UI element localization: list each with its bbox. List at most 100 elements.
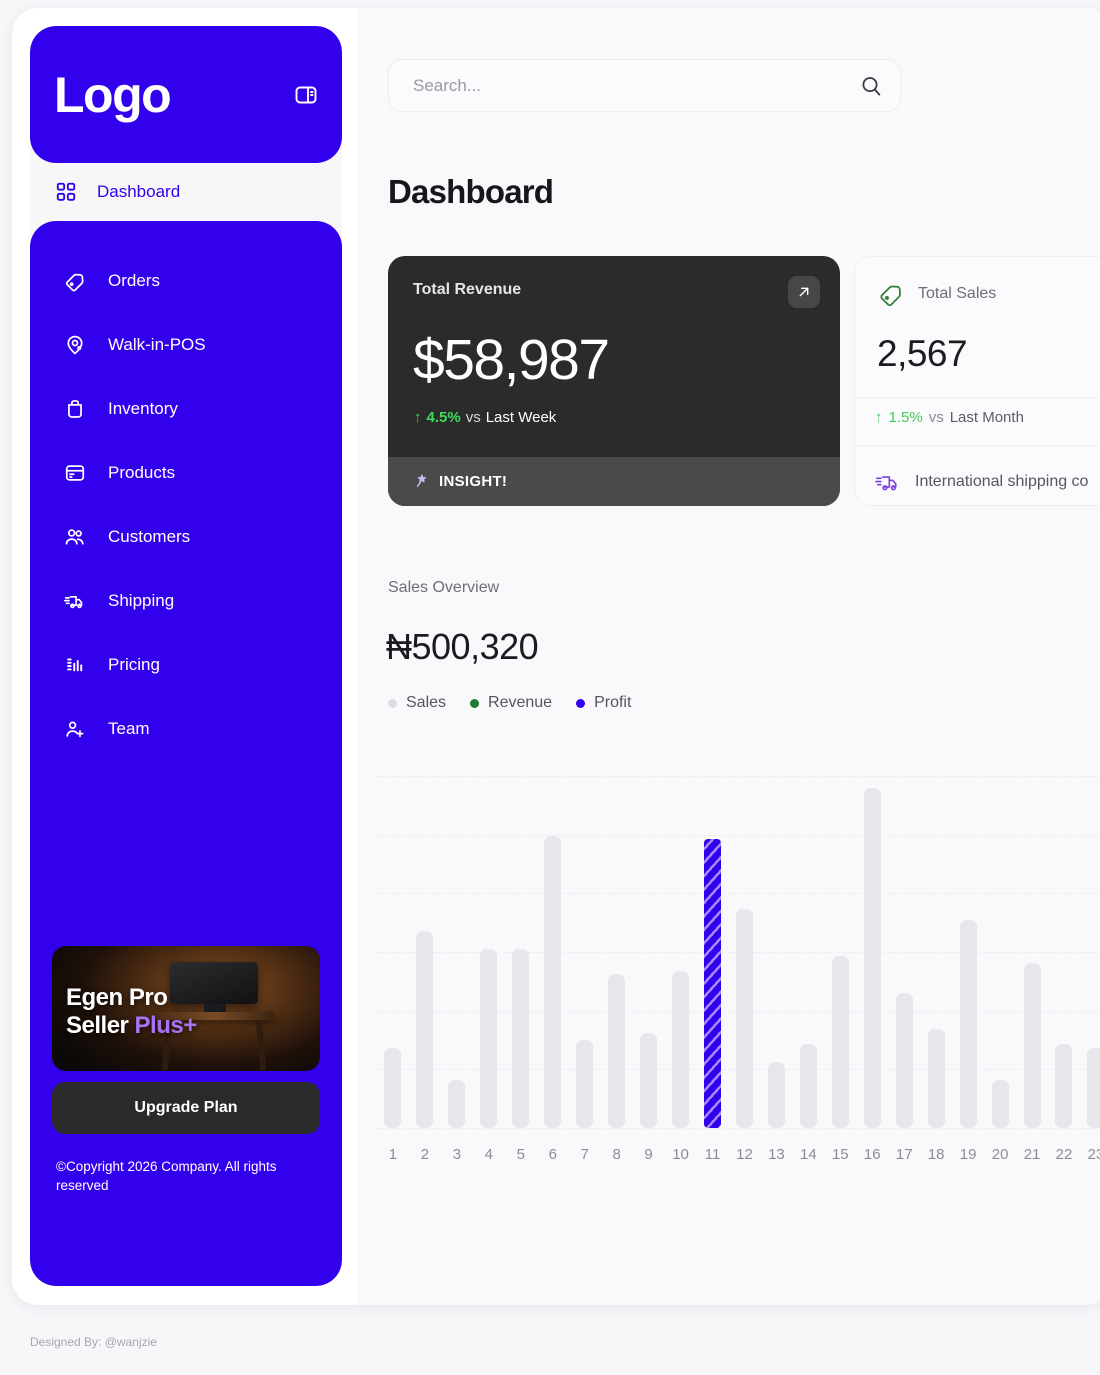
- sidebar-item-label: Dashboard: [97, 182, 181, 201]
- legend-dot: [576, 698, 586, 708]
- delta-period: Last Month: [949, 409, 1024, 426]
- search-input[interactable]: [388, 59, 901, 112]
- chart-bar[interactable]: [1055, 1043, 1073, 1128]
- chart-bar[interactable]: [1087, 1047, 1100, 1128]
- chart-bar[interactable]: [672, 970, 690, 1128]
- logo-text: Logo: [54, 66, 172, 123]
- chart-bar[interactable]: [767, 1062, 785, 1128]
- chart-bar[interactable]: [735, 908, 753, 1128]
- arrow-up-right-icon[interactable]: [788, 276, 820, 308]
- upgrade-plan-button[interactable]: Upgrade Plan: [52, 1082, 320, 1134]
- sidebar-item-orders[interactable]: Orders: [30, 249, 342, 313]
- legend-dot: [470, 698, 480, 708]
- chart-bar[interactable]: [799, 1043, 817, 1128]
- sidebar-item-pricing[interactable]: Pricing: [30, 633, 342, 697]
- sidebar-item-products[interactable]: Products: [30, 441, 342, 505]
- gridline: [377, 776, 1100, 777]
- promo-card[interactable]: Egen Pro Seller Plus+: [52, 946, 320, 1071]
- sidebar-item-inventory[interactable]: Inventory: [30, 377, 342, 441]
- chart-bar-slot[interactable]: [537, 776, 569, 1128]
- legend-dot: [388, 698, 397, 708]
- chart-bar-slot[interactable]: [984, 776, 1016, 1128]
- chart-bar-slot[interactable]: [1048, 776, 1080, 1128]
- chart-bar-slot[interactable]: [601, 776, 633, 1128]
- x-axis-tick: 13: [768, 1146, 785, 1163]
- chart-bar-slot[interactable]: [792, 776, 824, 1128]
- promo-title: Egen Pro Seller Plus+: [66, 984, 197, 1041]
- chart-bar[interactable]: [991, 1080, 1009, 1128]
- gridline: [377, 893, 1100, 895]
- delta-arrow: ↑: [414, 409, 422, 426]
- promo-title-line2: Seller: [66, 1012, 135, 1040]
- sidebar-item-shipping[interactable]: Shipping: [30, 569, 342, 633]
- chart-bar[interactable]: [640, 1032, 658, 1128]
- legend-item[interactable]: Sales: [388, 694, 446, 712]
- legend-item[interactable]: Profit: [576, 694, 631, 712]
- chart-bar-slot[interactable]: [760, 776, 792, 1128]
- chart-bar-slot[interactable]: [1016, 776, 1048, 1128]
- chart-bar[interactable]: [512, 948, 530, 1128]
- package-icon: [64, 462, 86, 484]
- insight-bar[interactable]: INSIGHT!: [388, 457, 840, 506]
- bar-levels-icon: [64, 654, 86, 676]
- truck-icon: [875, 469, 901, 495]
- chart-bar-slot[interactable]: [856, 776, 888, 1128]
- divider: [855, 445, 1100, 446]
- sidebar-panel-icon[interactable]: [294, 83, 318, 107]
- search-icon[interactable]: [859, 74, 883, 98]
- legend-label: Sales: [406, 694, 447, 711]
- delta-period: Last Week: [485, 409, 557, 426]
- chart-bar[interactable]: [448, 1080, 466, 1128]
- sidebar-item-team[interactable]: Team: [30, 697, 342, 761]
- total-sales-delta: ↑ 1.5% vs Last Month: [875, 409, 1024, 426]
- tag-icon: [878, 281, 904, 307]
- chart-bar-slot[interactable]: [505, 776, 537, 1128]
- chart-bar-slot[interactable]: [665, 776, 697, 1128]
- chart-bar-slot[interactable]: [952, 776, 984, 1128]
- chart-bar[interactable]: [863, 788, 881, 1128]
- chart-bar[interactable]: [544, 835, 562, 1128]
- chart-bar-active[interactable]: [704, 839, 721, 1128]
- sidebar-item-dashboard[interactable]: Dashboard: [30, 163, 342, 221]
- x-axis-tick: 9: [644, 1146, 653, 1163]
- sidebar-item-label: Walk-in-POS: [108, 335, 206, 354]
- chart-bar-slot[interactable]: [473, 776, 505, 1128]
- chart-bar-slot[interactable]: [728, 776, 760, 1128]
- logo-block: Logo: [30, 26, 342, 163]
- sidebar-item-customers[interactable]: Customers: [30, 505, 342, 569]
- chart-bar[interactable]: [927, 1029, 945, 1128]
- chart-bar-slot[interactable]: [633, 776, 665, 1128]
- delta-percent: 1.5%: [888, 409, 923, 426]
- sidebar-item-walk-in-pos[interactable]: Walk-in-POS: [30, 313, 342, 377]
- chart-bar[interactable]: [384, 1047, 402, 1128]
- chart-bar-slot[interactable]: [824, 776, 856, 1128]
- chart-bar[interactable]: [1023, 963, 1041, 1128]
- chart-bar-slot[interactable]: [888, 776, 920, 1128]
- delta-vs: vs: [465, 409, 481, 426]
- x-axis-tick: 21: [1023, 1146, 1041, 1163]
- chart-bar-slot[interactable]: [920, 776, 952, 1128]
- gridline: [377, 1128, 1100, 1129]
- sidebar-item-label: Products: [108, 463, 176, 482]
- chart-bar-slot[interactable]: [409, 776, 441, 1128]
- chart-bar[interactable]: [608, 974, 626, 1128]
- chart-bar-slot[interactable]: [377, 776, 409, 1128]
- chart-bar-slot[interactable]: [441, 776, 473, 1128]
- chart-bar-slot[interactable]: [697, 776, 729, 1128]
- shipping-row[interactable]: International shipping co: [875, 469, 1088, 495]
- chart-bar[interactable]: [576, 1040, 594, 1128]
- legend-item[interactable]: Revenue: [470, 694, 552, 712]
- chart-bar[interactable]: [480, 948, 498, 1128]
- chart-bar-slot[interactable]: [569, 776, 601, 1128]
- chart-bar[interactable]: [831, 956, 849, 1128]
- delta-arrow: ↑: [875, 409, 883, 426]
- shipping-label: International shipping co: [915, 473, 1089, 490]
- chart-bar[interactable]: [416, 930, 434, 1128]
- x-axis-tick: 22: [1055, 1146, 1073, 1163]
- page-title: Dashboard: [388, 173, 554, 210]
- chart-bar[interactable]: [959, 919, 977, 1128]
- chart-bar[interactable]: [895, 992, 913, 1128]
- delta-percent: 4.5%: [426, 409, 461, 426]
- total-revenue-label: Total Revenue: [413, 281, 522, 298]
- chart-bar-slot[interactable]: [1080, 776, 1100, 1128]
